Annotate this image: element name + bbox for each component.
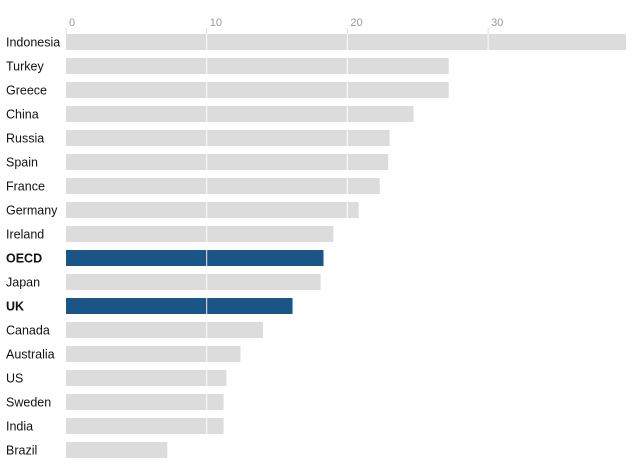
category-label: UK (6, 300, 24, 314)
bars (66, 34, 626, 458)
gridlines (206, 34, 489, 460)
bar-france (66, 178, 380, 194)
category-label: Germany (6, 204, 58, 218)
category-label: Russia (6, 132, 44, 146)
category-label: Ireland (6, 228, 44, 242)
bar-sweden (66, 394, 224, 410)
x-tick-label: 0 (69, 17, 75, 29)
bar-australia (66, 346, 241, 362)
x-tick-label: 30 (491, 17, 503, 29)
bar-uk (66, 298, 293, 314)
bar-greece (66, 82, 449, 98)
category-label: OECD (6, 252, 42, 266)
category-labels: Indonesia Turkey Greece China Russia Spain Fra… (6, 36, 60, 458)
category-label: Canada (6, 324, 50, 338)
category-label: Turkey (6, 60, 44, 74)
bar-brazil (66, 442, 168, 458)
category-label: India (6, 420, 33, 434)
category-label: Australia (6, 348, 55, 362)
bar-germany (66, 202, 359, 218)
bar-india (66, 418, 224, 434)
category-label: Spain (6, 156, 38, 170)
bar-us (66, 370, 227, 386)
category-label: Sweden (6, 396, 51, 410)
category-label: France (6, 180, 45, 194)
category-label: Indonesia (6, 36, 60, 50)
bar-ireland (66, 226, 334, 242)
bar-spain (66, 154, 389, 170)
bar-oecd (66, 250, 324, 266)
category-label: China (6, 108, 39, 122)
category-label: US (6, 372, 23, 386)
x-tick-label: 20 (350, 17, 362, 29)
bar-canada (66, 322, 263, 338)
bar-russia (66, 130, 390, 146)
category-label: Brazil (6, 444, 37, 458)
category-label: Japan (6, 276, 40, 290)
bar-china (66, 106, 414, 122)
bar-indonesia (66, 34, 626, 50)
x-axis-ticks: 0 10 20 30 (65, 17, 503, 34)
bar-japan (66, 274, 321, 290)
category-label: Greece (6, 84, 47, 98)
bar-turkey (66, 58, 449, 74)
x-tick-label: 10 (210, 17, 222, 29)
